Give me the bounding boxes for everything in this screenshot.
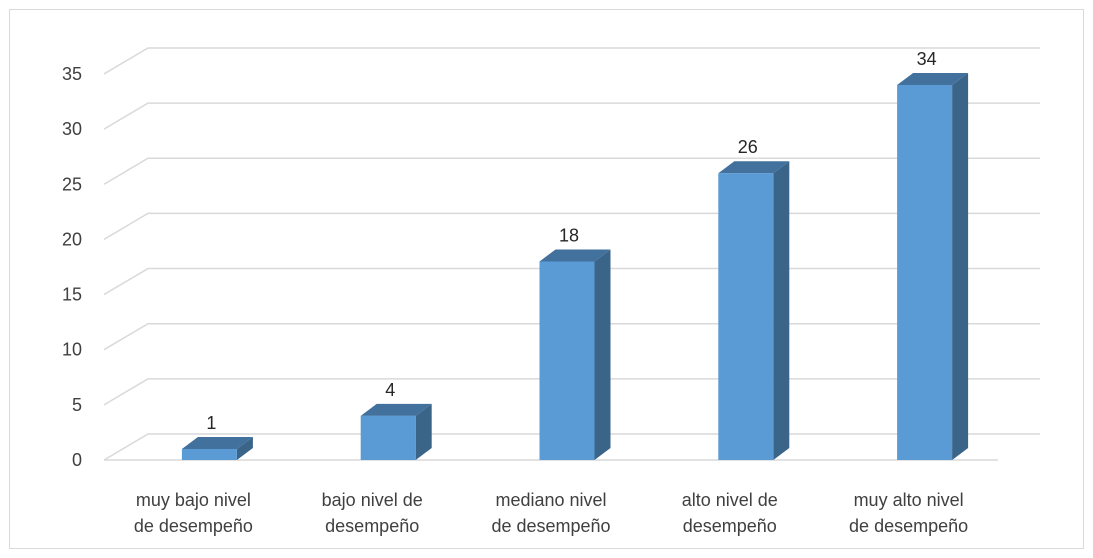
bar-top [718,161,790,174]
y-tick-label: 35 [62,64,82,84]
x-category-label: de desempeño [134,516,253,536]
y-tick-label: 5 [72,395,82,415]
gridline [103,102,1040,130]
x-category-label: desempeño [325,516,419,536]
data-label: 26 [738,137,758,157]
bar [718,161,790,460]
y-axis-ticks: 0 5 10 15 20 25 30 35 [62,64,82,470]
bar-front [897,84,953,460]
bar [360,403,432,460]
gridline [103,157,1040,185]
bar-side [952,72,969,461]
x-category-label: mediano nivel [495,490,606,510]
x-category-label: desempeño [683,516,777,536]
data-labels: 1 4 18 26 34 [206,49,936,433]
bar-side [236,436,253,460]
y-tick-label: 30 [62,119,82,139]
x-category-label: muy alto nivel [854,490,964,510]
bar-front [181,448,237,460]
x-category-label: de desempeño [849,516,968,536]
y-tick-label: 25 [62,174,82,194]
bar-top [181,436,253,449]
bar-side [594,249,611,460]
bar-front [360,415,416,460]
y-tick-label: 0 [72,450,82,470]
y-tick-label: 10 [62,340,82,360]
data-label: 4 [385,380,395,400]
x-category-label: muy bajo nivel [136,490,251,510]
bar-front [539,261,595,460]
bar-side [773,161,790,460]
chart-frame: 0 5 10 15 20 25 30 35 1 4 18 26 34 muy bajo nivel de… [9,9,1084,549]
bar [181,436,253,460]
bar-top [897,72,969,85]
bar-top [360,403,432,416]
bars [181,72,969,461]
x-category-label: de desempeño [491,516,610,536]
data-label: 34 [917,49,937,69]
bar-front [718,173,774,460]
data-label: 18 [559,225,579,245]
x-axis-categories: muy bajo nivel de desempeño bajo nivel de d… [134,490,968,536]
bar [897,72,969,461]
x-category-label: alto nivel de [682,490,778,510]
x-category-label: bajo nivel de [322,490,423,510]
bar-chart: 0 5 10 15 20 25 30 35 1 4 18 26 34 muy bajo nivel de… [62,47,1040,536]
bar [539,249,611,460]
bar-side [415,403,432,460]
bar-top [539,249,611,262]
data-label: 1 [206,413,216,433]
gridline [103,47,1040,75]
y-tick-label: 20 [62,229,82,249]
y-tick-label: 15 [62,285,82,305]
